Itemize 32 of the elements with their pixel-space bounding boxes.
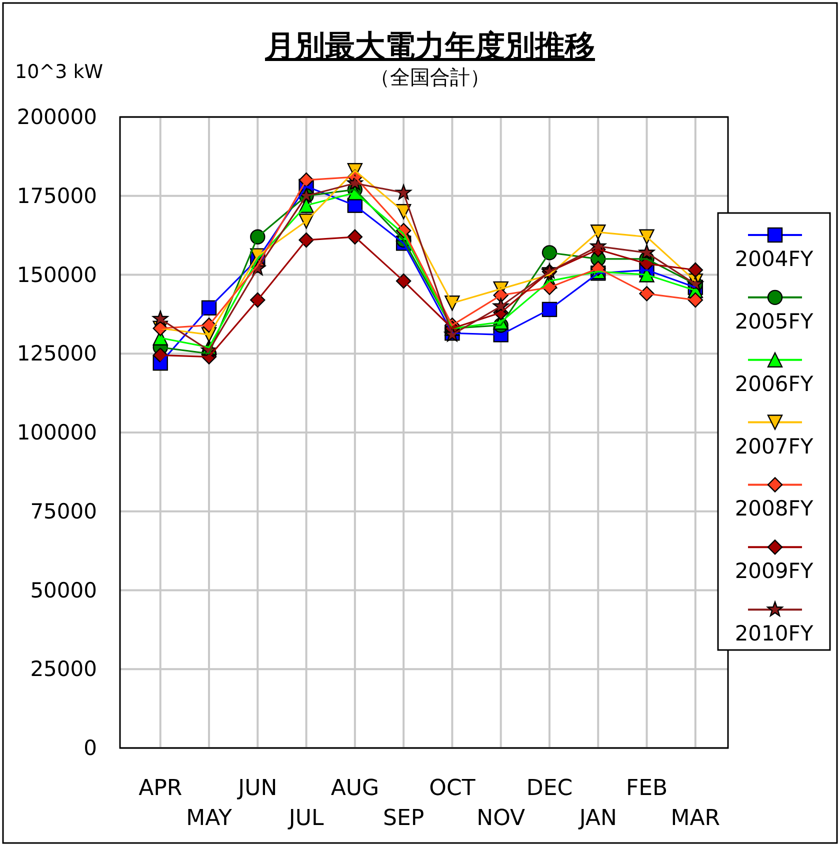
x-tick-label: JUN: [236, 776, 278, 801]
legend-label: 2008FY: [734, 496, 814, 521]
y-tick-label: 125000: [16, 342, 97, 366]
x-tick-label: JAN: [577, 806, 617, 831]
y-tick-label: 75000: [30, 499, 97, 524]
legend-label: 2006FY: [734, 372, 814, 396]
legend-label: 2005FY: [734, 309, 814, 334]
point: [152, 310, 168, 326]
legend-label: 2004FY: [734, 247, 814, 271]
x-tick-label: APR: [138, 776, 182, 801]
x-tick-label: AUG: [330, 776, 380, 801]
y-tick-label: 100000: [16, 420, 97, 444]
chart-subtitle: （全国合計）: [370, 65, 490, 89]
y-axis-title: 10^3 kW: [15, 61, 104, 83]
x-tick-label: MAY: [186, 806, 232, 831]
legend-label: 2007FY: [734, 434, 814, 458]
x-tick-label: DEC: [526, 776, 573, 801]
legend-label: 2010FY: [734, 622, 814, 646]
legend-label: 2009FY: [734, 559, 814, 584]
x-tick-label: SEP: [383, 806, 424, 831]
x-tick-label: OCT: [429, 776, 476, 801]
y-tick-label: 0: [84, 736, 97, 760]
y-tick-label: 150000: [16, 262, 97, 287]
x-tick-label: FEB: [626, 776, 668, 801]
y-tick-label: 25000: [30, 657, 97, 682]
y-tick-label: 50000: [30, 578, 97, 602]
x-tick-label: JUL: [286, 806, 324, 831]
y-tick-label: 175000: [16, 184, 97, 208]
y-tick-label: 200000: [16, 105, 97, 129]
x-tick-label: NOV: [476, 806, 526, 831]
chart-title: 月別最大電力年度別推移: [264, 29, 595, 64]
x-tick-label: MAR: [670, 806, 720, 831]
